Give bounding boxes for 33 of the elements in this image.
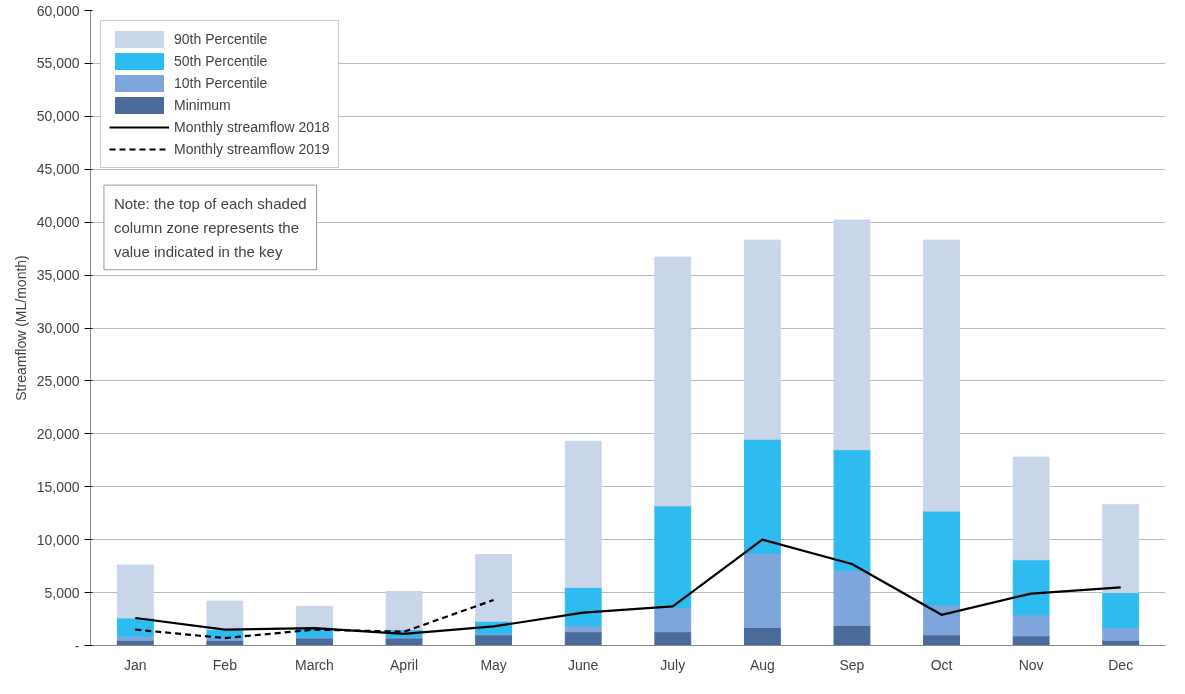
x-tick-label: July <box>660 656 686 673</box>
x-tick-label: Aug <box>749 656 775 673</box>
y-tick-label: 40,000 <box>36 214 80 231</box>
x-tick-label: Dec <box>1108 656 1134 673</box>
x-tick-label: Feb <box>212 656 238 673</box>
y-tick-label: - <box>74 637 80 654</box>
y-tick-label: 15,000 <box>36 478 80 495</box>
x-tick-label: April <box>390 656 419 673</box>
y-tick-label: 5,000 <box>44 584 80 601</box>
y-tick-label: 10,000 <box>36 531 80 548</box>
x-tick-label: Sep <box>839 656 865 673</box>
y-axis-title: Streamflow (ML/month) <box>12 255 29 401</box>
y-tick-label: 20,000 <box>36 425 80 442</box>
x-tick-label: Jan <box>124 656 147 673</box>
annotation: Note: the top of each shaded column zone represents the value indicated in the key <box>113 195 307 260</box>
x-tick-label: June <box>568 656 599 673</box>
x-tick-label: May <box>480 656 507 673</box>
y-tick-label: 30,000 <box>36 320 80 336</box>
y-tick-label: 35,000 <box>36 267 80 284</box>
legend-label: 50th Percentile <box>174 52 268 71</box>
legend-label: 10th Percentile <box>174 74 268 93</box>
x-tick-label: Nov <box>1018 656 1044 673</box>
y-tick-label: 45,000 <box>36 161 80 178</box>
y-tick-label: 55,000 <box>36 55 80 72</box>
x-tick-label: March <box>295 656 334 673</box>
y-tick-label: 60,000 <box>36 2 80 19</box>
legend-label: Monthly streamflow 2018 <box>174 118 330 137</box>
legend-label: Monthly streamflow 2019 <box>174 140 330 159</box>
legend-label: 90th Percentile <box>174 30 268 49</box>
legend-label: Minimum <box>174 96 231 115</box>
y-tick-label: 25,000 <box>36 372 80 389</box>
x-tick-label: Oct <box>930 656 953 673</box>
y-tick-label: 50,000 <box>36 108 80 125</box>
